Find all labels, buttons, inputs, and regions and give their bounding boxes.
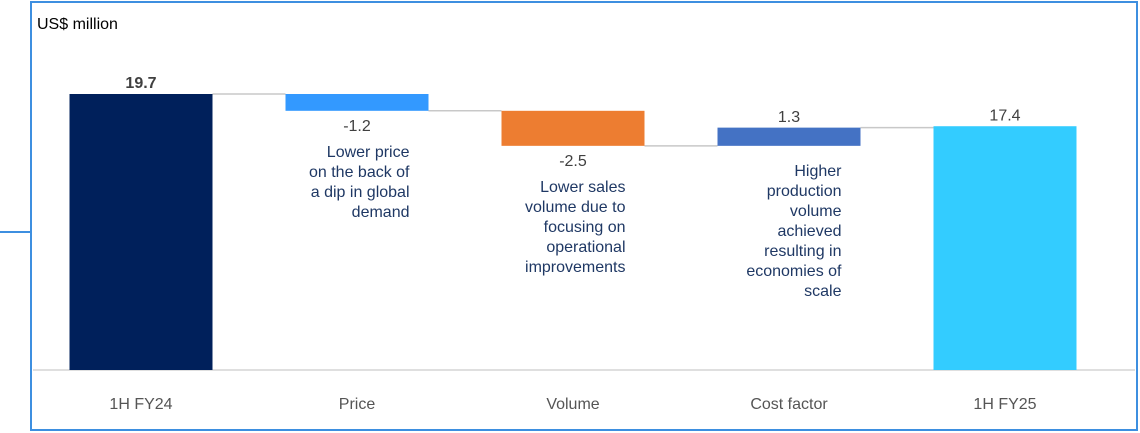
annotation: resulting in: [764, 243, 841, 260]
annotation: economies of: [746, 263, 842, 280]
bar: [933, 126, 1077, 370]
annotation: on the back of: [309, 164, 410, 181]
bar: [285, 94, 429, 111]
annotation: focusing on: [544, 219, 626, 236]
frame: [30, 1, 1138, 431]
annotation: Lower sales: [540, 179, 625, 196]
annotation: operational: [546, 239, 625, 256]
bar: [69, 94, 213, 370]
annotation: volume: [790, 203, 842, 220]
annotation: volume due to: [525, 199, 626, 216]
annotation: demand: [352, 204, 410, 221]
x-tick-label: Volume: [546, 396, 599, 413]
annotation: a dip in global: [311, 184, 410, 201]
bar: [717, 127, 861, 146]
value-label: 19.7: [125, 75, 156, 92]
x-tick-label: Cost factor: [750, 396, 828, 413]
x-tick-label: 1H FY24: [109, 396, 172, 413]
annotation: Higher: [794, 163, 842, 180]
value-label: -2.5: [559, 153, 587, 170]
annotation: achieved: [777, 223, 841, 240]
annotation: Lower price: [327, 144, 410, 161]
unit-label: US$ million: [37, 16, 118, 33]
x-tick-label: 1H FY25: [973, 396, 1036, 413]
x-tick-label: Price: [339, 396, 376, 413]
value-label: 17.4: [989, 107, 1020, 124]
annotation: improvements: [525, 259, 625, 276]
value-label: -1.2: [343, 118, 371, 135]
annotation: scale: [804, 283, 841, 300]
value-label: 1.3: [778, 109, 800, 126]
annotation: production: [767, 183, 842, 200]
bar: [501, 110, 645, 146]
